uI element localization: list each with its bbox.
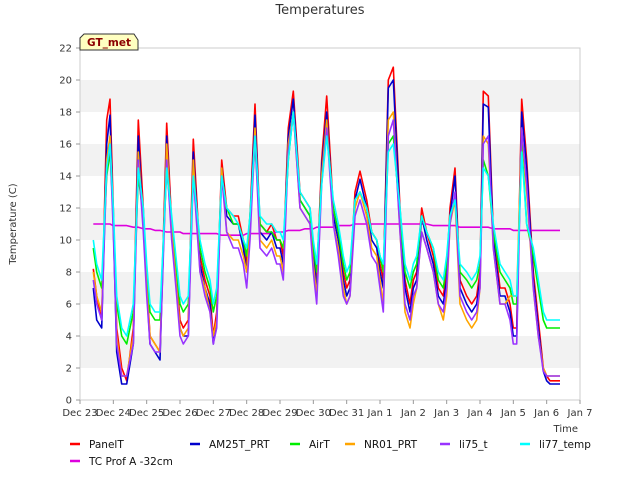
grid-band <box>80 336 580 368</box>
x-tick-label: Dec 26 <box>162 408 197 419</box>
legend-label: NR01_PRT <box>364 439 418 451</box>
x-tick-label: Jan 6 <box>533 408 559 419</box>
y-tick-label: 12 <box>59 204 72 215</box>
legend-item: AM25T_PRT <box>190 439 270 451</box>
x-tick-label: Dec 28 <box>229 408 264 419</box>
x-axis-label: Time <box>553 424 578 435</box>
x-tick-label: Dec 29 <box>262 408 297 419</box>
legend-label: li77_temp <box>539 439 591 451</box>
y-tick-label: 10 <box>59 236 72 247</box>
x-tick-label: Jan 7 <box>567 408 593 419</box>
series-line-li77-temp <box>92 111 560 337</box>
legend-label: li75_t <box>459 439 488 451</box>
x-tick-label: Dec 27 <box>196 408 231 419</box>
legend-item: PanelT <box>70 439 124 451</box>
x-tick-label: Jan 5 <box>500 408 526 419</box>
station-badge: GT_met <box>79 33 139 51</box>
y-axis-ticks: 0 2 4 6 8 10 12 14 16 18 20 22 <box>59 44 80 407</box>
x-tick-label: Dec 30 <box>296 408 331 419</box>
y-tick-label: 4 <box>66 332 72 343</box>
legend-label: AM25T_PRT <box>209 439 270 451</box>
badge-label: GT_met <box>87 37 131 49</box>
grid-band <box>80 304 580 336</box>
legend-item: li75_t <box>440 439 488 451</box>
legend-item: TC Prof A -32cm <box>70 456 173 468</box>
x-tick-label: Dec 23 <box>62 408 97 419</box>
x-tick-label: Dec 24 <box>96 408 131 419</box>
series-lines <box>92 66 560 385</box>
y-tick-label: 6 <box>66 300 72 311</box>
x-tick-label: Jan 3 <box>433 408 459 419</box>
y-axis-label: Temperature (C) <box>8 183 19 265</box>
legend-item: li77_temp <box>520 439 591 451</box>
y-tick-label: 8 <box>66 268 72 279</box>
legend-label: AirT <box>309 439 330 451</box>
chart-title: Temperatures <box>274 3 364 18</box>
legend: PanelT AM25T_PRT AirT NR01_PRT li75_t li77_te… <box>70 439 591 468</box>
grid-band <box>80 80 580 112</box>
x-tick-label: Jan 1 <box>367 408 393 419</box>
y-tick-label: 22 <box>59 44 72 55</box>
legend-label: TC Prof A -32cm <box>88 456 173 468</box>
badge-box <box>79 33 139 51</box>
legend-item: AirT <box>290 439 330 451</box>
plot-frame <box>79 47 581 401</box>
grid-bands <box>80 48 580 400</box>
x-tick-label: Jan 2 <box>400 408 426 419</box>
grid-band <box>80 208 580 240</box>
grid-band <box>80 368 580 400</box>
grid-band <box>80 48 580 80</box>
x-tick-label: Dec 31 <box>329 408 364 419</box>
y-tick-label: 20 <box>59 76 72 87</box>
grid-band <box>80 240 580 272</box>
y-tick-label: 16 <box>59 140 72 151</box>
x-tick-label: Dec 25 <box>129 408 164 419</box>
x-tick-label: Jan 4 <box>467 408 493 419</box>
legend-item: NR01_PRT <box>345 439 418 451</box>
legend-label: PanelT <box>89 439 124 451</box>
y-tick-label: 18 <box>59 108 72 119</box>
y-tick-label: 14 <box>59 172 72 183</box>
y-tick-label: 0 <box>66 396 72 407</box>
y-tick-label: 2 <box>66 364 72 375</box>
